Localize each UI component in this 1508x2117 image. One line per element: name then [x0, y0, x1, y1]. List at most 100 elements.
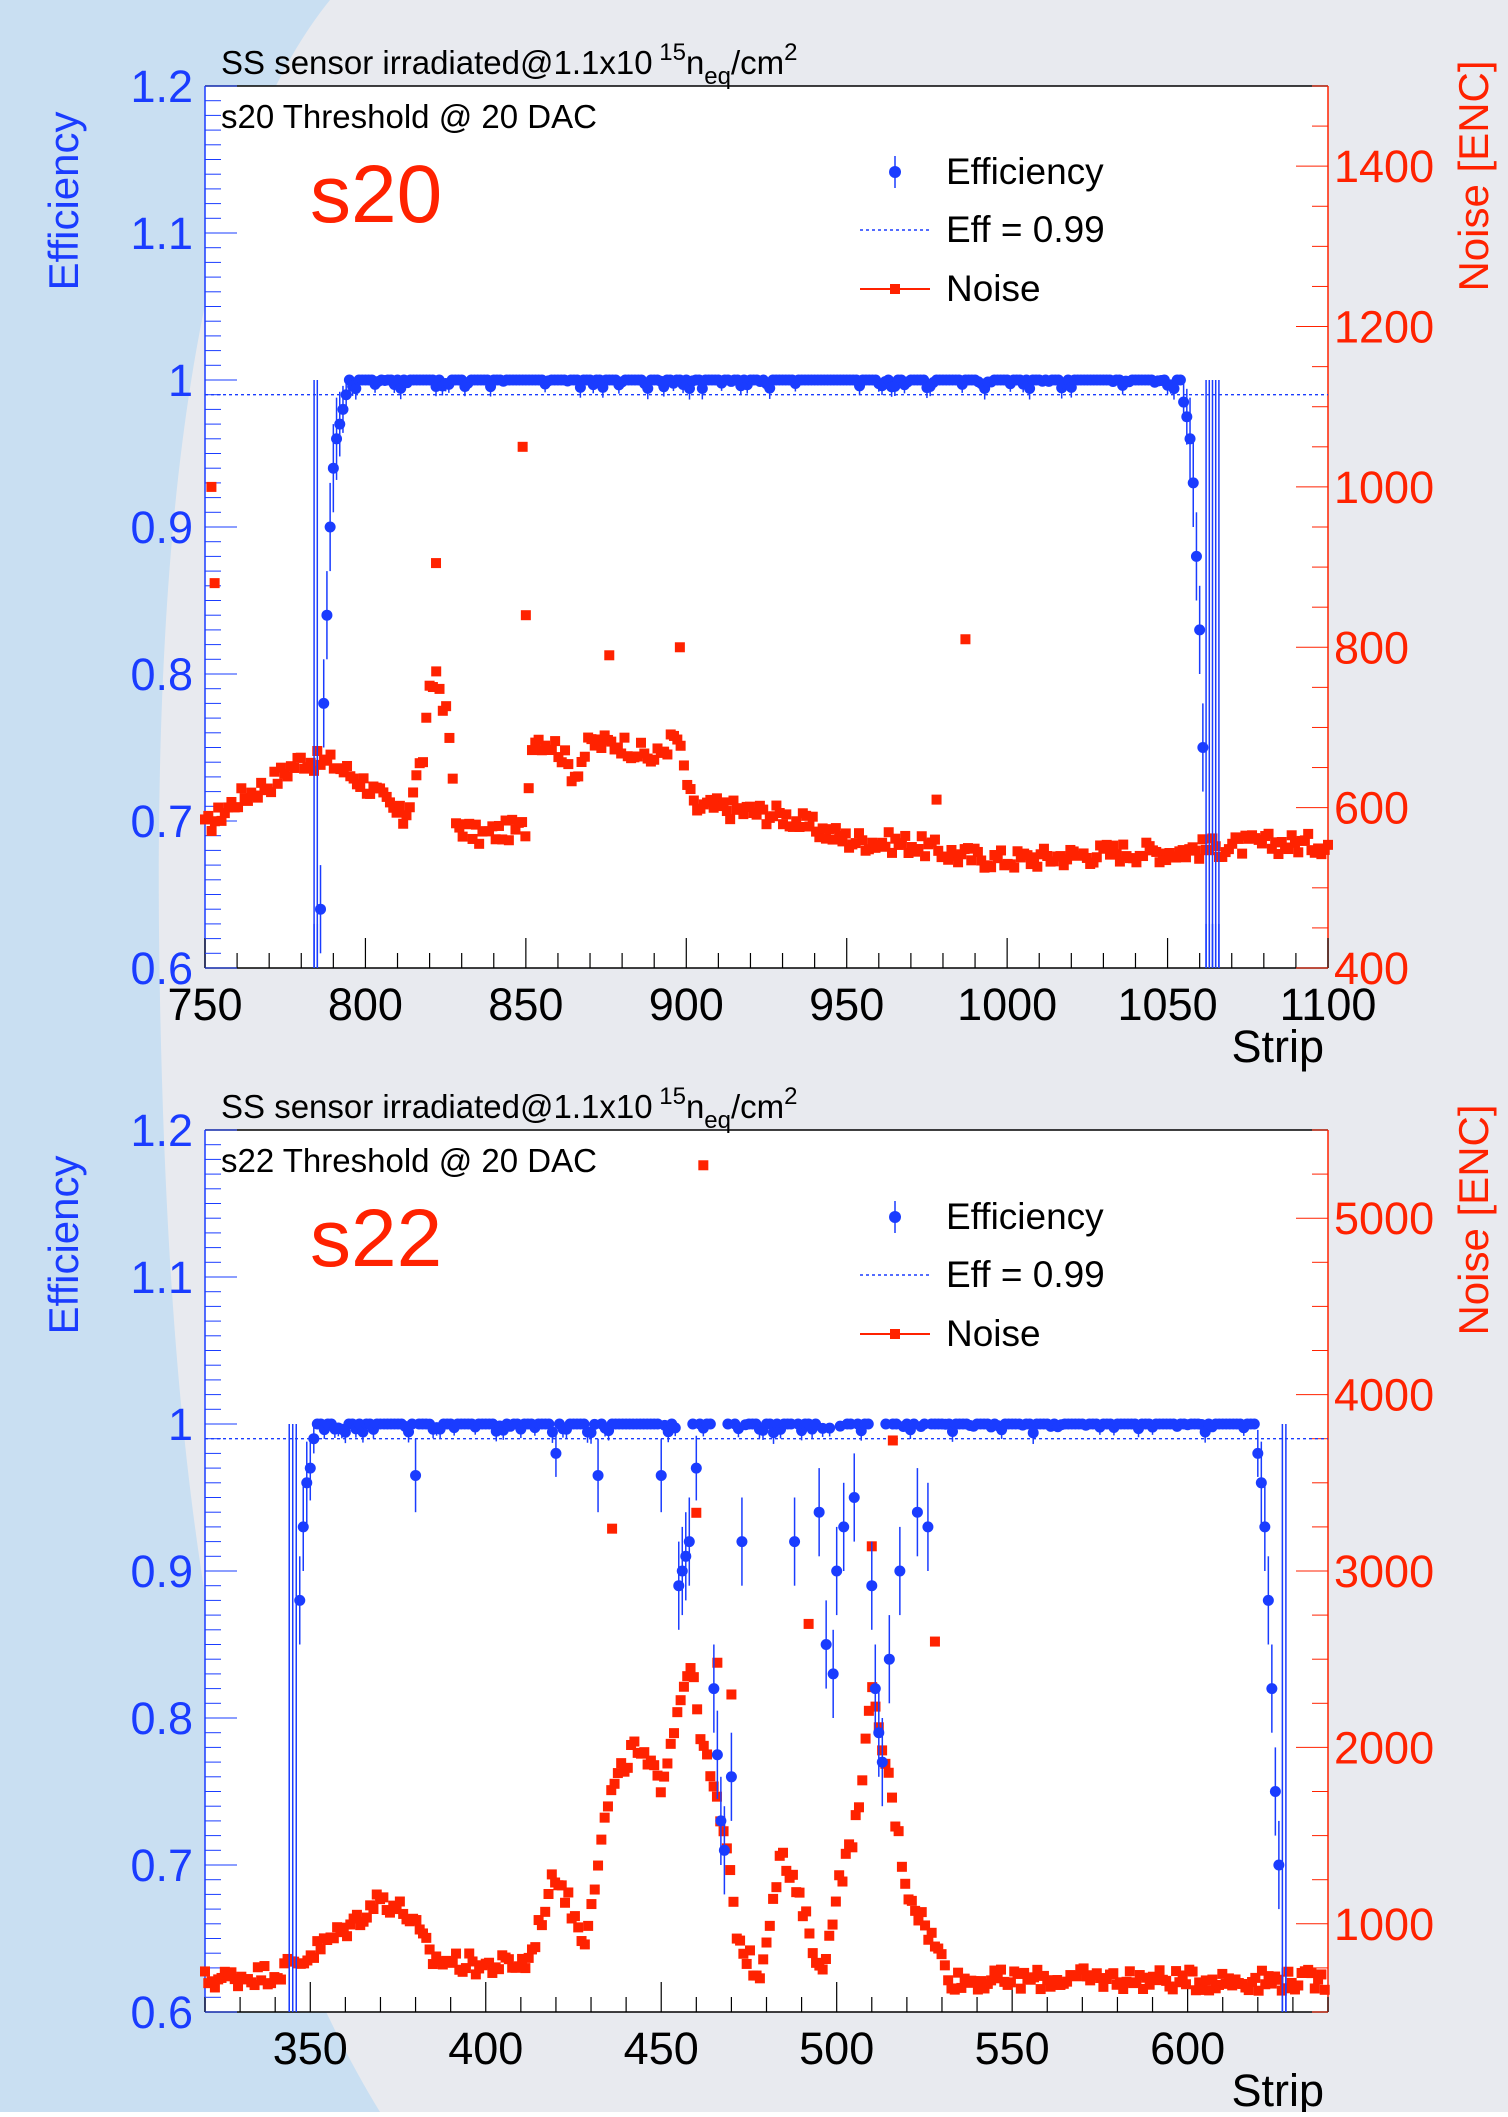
noise-point: [447, 773, 458, 784]
noise-point: [678, 1681, 689, 1692]
noise-point: [1091, 852, 1102, 863]
noise-point: [619, 732, 630, 743]
noise-point: [725, 814, 736, 825]
y-right-tick-label: 1000: [1334, 462, 1434, 513]
noise-point: [1190, 1985, 1201, 1996]
noise-point: [510, 824, 521, 835]
noise-point: [857, 1775, 868, 1786]
noise-point: [533, 734, 544, 745]
noise-point: [493, 820, 504, 831]
noise-point: [781, 809, 792, 820]
noise-point: [840, 828, 851, 839]
noise-point: [576, 756, 587, 767]
y-right-tick-label: 2000: [1334, 1722, 1434, 1773]
noise-point: [1101, 839, 1112, 850]
noise-point: [1095, 1973, 1106, 1984]
noise-point: [1289, 837, 1300, 848]
noise-point: [900, 830, 911, 841]
noise-point: [503, 835, 514, 846]
noise-point: [674, 642, 685, 653]
noise-point: [943, 1975, 954, 1986]
efficiency-point: [350, 383, 362, 395]
noise-point: [830, 823, 841, 834]
noise-point: [629, 1736, 640, 1747]
efficiency-point: [838, 1521, 850, 1533]
noise-point: [275, 762, 286, 773]
noise-point: [487, 821, 498, 832]
efficiency-point: [883, 1653, 895, 1665]
noise-point: [916, 1907, 927, 1918]
y-right-tick-label: 3000: [1334, 1546, 1434, 1597]
x-tick-label: 500: [799, 2023, 874, 2074]
efficiency-point: [655, 1469, 667, 1481]
noise-point: [1138, 1984, 1149, 1995]
noise-point: [602, 1801, 613, 1812]
noise-point: [807, 811, 818, 822]
noise-point: [820, 833, 831, 844]
noise-point: [830, 1896, 841, 1907]
noise-point: [929, 1636, 940, 1647]
noise-point: [579, 1939, 590, 1950]
noise-point: [408, 787, 419, 798]
noise-point: [1009, 862, 1020, 873]
noise-point: [867, 837, 878, 848]
noise-point: [913, 1915, 924, 1926]
noise-point: [593, 734, 604, 745]
noise-point: [470, 1969, 481, 1980]
noise-point: [583, 1920, 594, 1931]
efficiency-point: [736, 1536, 748, 1548]
noise-point: [718, 797, 729, 808]
noise-point: [470, 819, 481, 830]
noise-point: [1243, 1985, 1254, 1996]
efficiency-point: [673, 1580, 685, 1592]
noise-point: [213, 802, 224, 813]
y-left-axis-label: Efficiency: [40, 112, 87, 291]
noise-point: [520, 1963, 531, 1974]
plot-area: [205, 1130, 1328, 2012]
noise-point: [1177, 845, 1188, 856]
efficiency-point: [1027, 1427, 1039, 1439]
noise-point: [834, 1870, 845, 1881]
efficiency-point: [789, 1536, 801, 1548]
efficiency-point: [642, 382, 654, 394]
efficiency-point: [676, 1565, 688, 1577]
noise-point: [992, 1973, 1003, 1984]
efficiency-point: [718, 1844, 730, 1856]
efficiency-point: [585, 1427, 597, 1439]
noise-point: [738, 1948, 749, 1959]
noise-point: [269, 766, 280, 777]
noise-point: [880, 841, 891, 852]
noise-point: [801, 1906, 812, 1917]
noise-point: [976, 855, 987, 866]
efficiency-series: [313, 374, 1220, 968]
noise-point: [484, 826, 495, 837]
noise-point: [553, 752, 564, 763]
noise-point: [761, 819, 772, 830]
noise-point: [206, 825, 217, 836]
noise-point: [669, 1728, 680, 1739]
noise-point: [523, 1952, 534, 1963]
noise-point: [342, 1931, 353, 1942]
noise-point: [953, 857, 964, 868]
efficiency-point: [321, 609, 333, 621]
efficiency-point: [546, 1426, 558, 1438]
noise-point: [305, 757, 316, 768]
noise-point: [1015, 1983, 1026, 1994]
noise-point: [969, 1976, 980, 1987]
noise-point: [236, 783, 247, 794]
noise-point: [672, 734, 683, 745]
noise-point: [256, 1975, 267, 1986]
noise-point: [1253, 1985, 1264, 1996]
noise-point: [500, 815, 511, 826]
noise-point: [721, 806, 732, 817]
noise-point: [1108, 840, 1119, 851]
noise-point: [358, 773, 369, 784]
noise-point: [530, 1942, 541, 1953]
noise-point: [604, 650, 615, 661]
efficiency-point: [894, 1565, 906, 1577]
noise-point: [282, 771, 293, 782]
y-right-tick-label: 600: [1334, 783, 1409, 834]
noise-point: [675, 1695, 686, 1706]
noise-point: [1223, 844, 1234, 855]
